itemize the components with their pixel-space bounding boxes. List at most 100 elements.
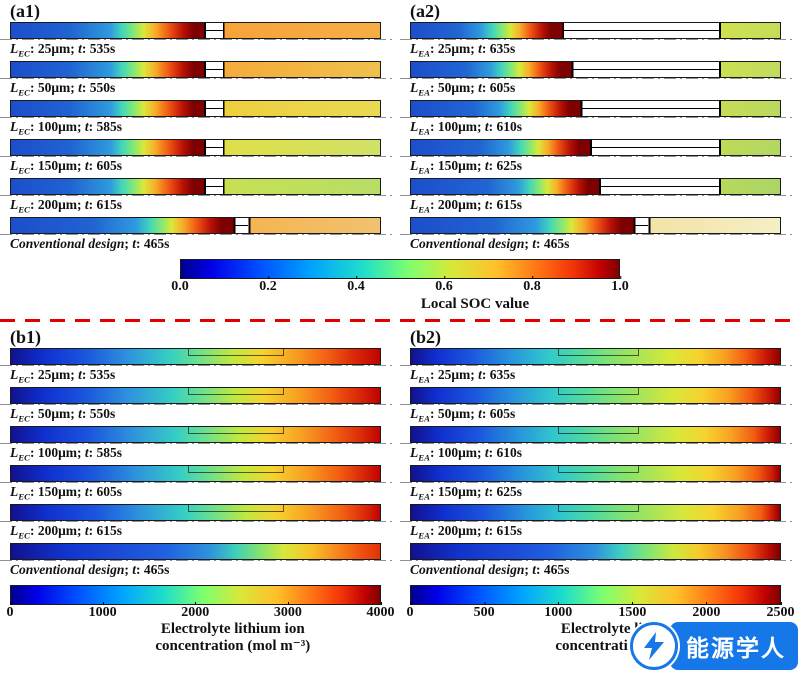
electrode-step-outline — [558, 505, 640, 512]
row-label: LEA: 150μm; t: 625s — [410, 157, 792, 180]
dashdot-line — [0, 443, 396, 444]
tick-label: 2500 — [766, 602, 795, 620]
label-time: : 585s — [88, 445, 122, 460]
row-label: LEA: 150μm; t: 625s — [410, 483, 792, 506]
label-subscript: EC — [18, 491, 30, 502]
electrode-step-line — [205, 146, 223, 148]
electrode-step-outline — [187, 388, 284, 395]
soc-colormap-bar — [10, 22, 381, 39]
label-subscript: EC — [18, 374, 30, 385]
row-label: LEC: 150μm; t: 605s — [10, 157, 392, 180]
electrode-step-outline — [187, 466, 284, 473]
label-value: : 100μm; — [429, 119, 485, 134]
dashdot-line — [0, 482, 396, 483]
label-subscript: EA — [418, 48, 430, 59]
label-time: : 615s — [488, 523, 522, 538]
label-time-symbol: t — [484, 119, 489, 134]
result-row: LEA: 200μm; t: 615s — [400, 178, 796, 219]
tick-label: 0.2 — [259, 276, 277, 294]
row-label: LEA: 50μm; t: 605s — [410, 405, 792, 428]
tick-label: 0.6 — [435, 276, 453, 294]
row-label: LEA: 100μm; t: 610s — [410, 118, 792, 141]
electrode-step-line — [205, 68, 223, 70]
label-symbol: L — [410, 484, 419, 499]
label-symbol: Conventional design — [10, 236, 125, 251]
soc-colormap-bar — [10, 139, 381, 156]
panel-a1: (a1) LEC: 25μm; t: 535s LEC: 50μm; t: 55… — [0, 0, 400, 256]
label-time-symbol: t — [78, 80, 82, 95]
label-value: : 50μm; — [429, 406, 479, 421]
label-symbol: L — [410, 367, 419, 382]
label-value: : 200μm; — [29, 523, 85, 538]
b1-colorbar-block: 0 1000 2000 3000 4000 Electrolyte lithiu… — [7, 585, 395, 655]
dashdot-line — [400, 365, 796, 366]
electrode-step-outline — [558, 466, 640, 473]
dashdot-line — [0, 39, 396, 40]
label-symbol: L — [410, 406, 419, 421]
label-symbol: Conventional design — [410, 236, 525, 251]
label-time-symbol: t — [484, 484, 489, 499]
label-subscript: EC — [18, 48, 30, 59]
label-time: : 615s — [88, 523, 122, 538]
tick-label: 4000 — [366, 602, 395, 620]
label-time: : 605s — [88, 158, 122, 173]
label-time-symbol: t — [78, 367, 82, 382]
dashdot-line — [0, 234, 396, 235]
tick-label: 1.0 — [611, 276, 629, 294]
electrode-step-line — [205, 107, 223, 109]
dashdot-line — [0, 195, 396, 196]
label-value: : 25μm; — [429, 367, 479, 382]
watermark: 能源学人 — [630, 622, 798, 670]
electrode-step-line — [563, 29, 719, 31]
label-time: : 465s — [136, 562, 170, 577]
label-time-symbol: t — [484, 197, 489, 212]
watermark-logo-icon — [630, 622, 678, 670]
electrode-step-line — [205, 185, 223, 187]
electrode-step-line — [573, 68, 719, 70]
label-value: ; — [124, 562, 133, 577]
soc-colormap-bar — [10, 61, 381, 78]
tick-label: 3000 — [273, 602, 302, 620]
label-symbol: L — [10, 523, 19, 538]
label-symbol: L — [10, 80, 19, 95]
dashdot-line — [400, 521, 796, 522]
soc-colorbar-ticks: 0.0 0.2 0.4 0.6 0.8 1.0 — [171, 276, 629, 295]
label-value: : 100μm; — [29, 119, 85, 134]
label-subscript: EA — [418, 374, 430, 385]
panel-a2: (a2) LEA: 25μm; t: 635s LEA: 50μm; t: 60… — [400, 0, 800, 256]
soc-colormap-bar — [410, 100, 781, 117]
electrode-step-outline — [187, 505, 284, 512]
row-label: LEC: 50μm; t: 550s — [10, 405, 392, 428]
dashdot-line — [0, 521, 396, 522]
tick-label: 0.0 — [171, 276, 189, 294]
label-symbol: L — [10, 119, 19, 134]
label-time-symbol: t — [484, 158, 489, 173]
label-time-symbol: t — [478, 406, 482, 421]
soc-colorbar-block: 0.0 0.2 0.4 0.6 0.8 1.0 Local SOC value — [171, 259, 629, 313]
row-label: Conventional design; t: 465s — [410, 561, 792, 584]
label-time-symbol: t — [484, 523, 489, 538]
result-row: Conventional design; t: 465s — [0, 543, 396, 582]
label-time: : 605s — [88, 484, 122, 499]
row-label: LEA: 200μm; t: 615s — [410, 522, 792, 545]
label-subscript: EA — [418, 413, 430, 424]
result-row: Conventional design; t: 465s — [400, 217, 796, 258]
b1-colorbar-title-line2: concentration (mol m⁻³) — [155, 638, 311, 654]
row-label: LEC: 200μm; t: 615s — [10, 196, 392, 219]
row-label: LEC: 25μm; t: 535s — [10, 40, 392, 63]
label-subscript: EA — [418, 165, 430, 176]
tick-label: 2000 — [181, 602, 210, 620]
row-label: LEC: 200μm; t: 615s — [10, 522, 392, 545]
tick-label: 500 — [473, 602, 495, 620]
lightning-bolt-icon — [644, 632, 664, 660]
bottom-panels: (b1) LEC: 25μm; t: 535s LEC: 50μm; t: 55… — [0, 326, 800, 655]
label-time: : 615s — [488, 197, 522, 212]
row-label: LEA: 200μm; t: 615s — [410, 196, 792, 219]
label-value: ; — [524, 236, 533, 251]
concentration-colormap-bar — [10, 543, 381, 560]
row-label: Conventional design; t: 465s — [410, 235, 792, 258]
b1-colorbar-title: Electrolyte lithium ion concentration (m… — [85, 621, 381, 655]
label-time: : 550s — [81, 406, 116, 421]
label-time: : 535s — [81, 367, 116, 382]
panel-b2: (b2) LEA: 25μm; t: 635s LEA: 50μm; t: 60… — [400, 326, 800, 655]
